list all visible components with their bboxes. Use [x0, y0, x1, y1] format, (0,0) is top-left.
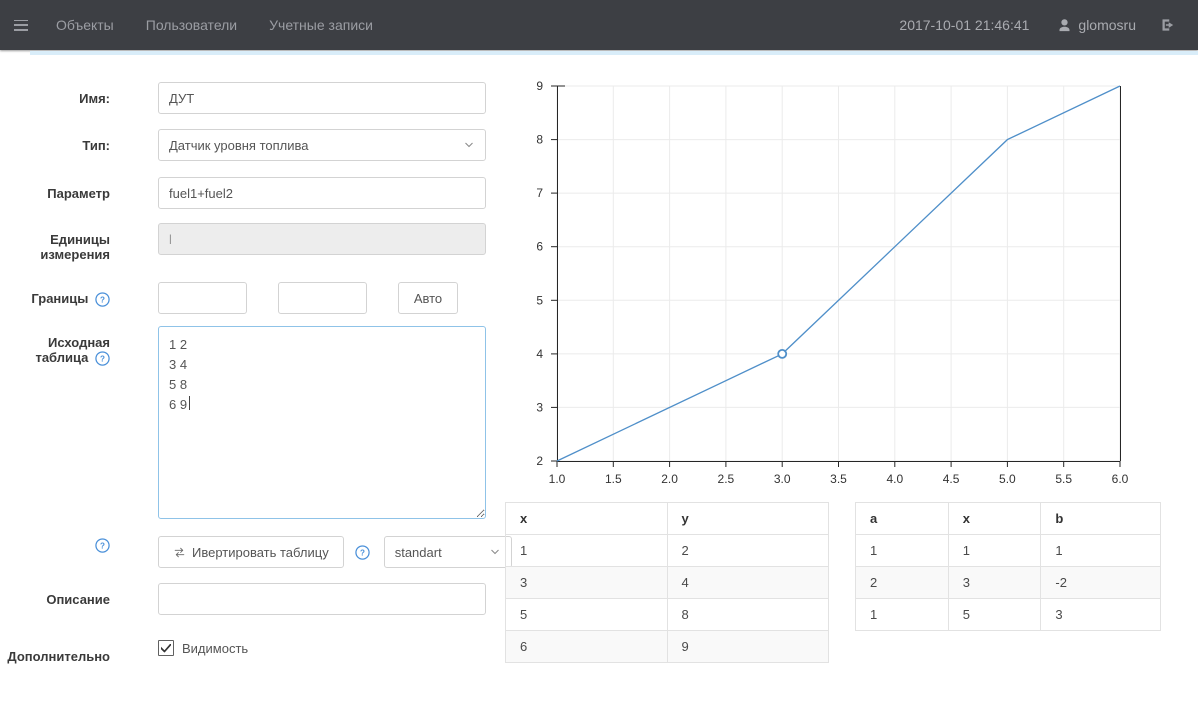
svg-text:5.5: 5.5 [1055, 472, 1072, 486]
svg-text:9: 9 [536, 79, 543, 93]
svg-text:3.0: 3.0 [774, 472, 791, 486]
svg-text:4: 4 [536, 347, 543, 361]
svg-text:2.0: 2.0 [661, 472, 678, 486]
svg-text:6: 6 [536, 240, 543, 254]
svg-text:5.0: 5.0 [999, 472, 1016, 486]
svg-text:2: 2 [536, 454, 543, 468]
svg-text:5: 5 [536, 293, 543, 307]
svg-text:8: 8 [536, 133, 543, 147]
svg-text:3.5: 3.5 [830, 472, 847, 486]
svg-text:3: 3 [536, 400, 543, 414]
svg-text:1.5: 1.5 [605, 472, 622, 486]
svg-text:4.5: 4.5 [943, 472, 960, 486]
svg-text:1.0: 1.0 [549, 472, 566, 486]
svg-text:6.0: 6.0 [1112, 472, 1129, 486]
svg-text:7: 7 [536, 186, 543, 200]
svg-text:4.0: 4.0 [886, 472, 903, 486]
svg-text:2.5: 2.5 [718, 472, 735, 486]
